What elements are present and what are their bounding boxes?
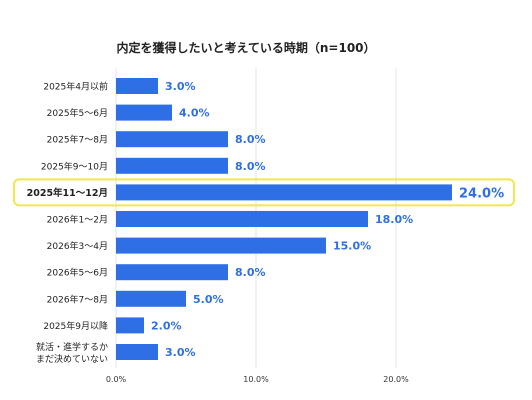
bar	[116, 78, 158, 94]
bar	[116, 131, 228, 148]
bars	[116, 78, 452, 360]
category-label: 2025年11〜12月	[27, 187, 108, 199]
chart-title: 内定を獲得したいと考えている時期（n=100）	[116, 40, 375, 55]
value-labels: 3.0% 4.0% 8.0% 8.0% 24.0% 18.0% 15.0% 8.0% 5.0% 2…	[151, 80, 504, 359]
value-label: 15.0%	[333, 240, 371, 253]
bar	[116, 290, 186, 307]
category-label: 就活・進学するかまだ決めていない	[36, 341, 108, 365]
value-label: 2.0%	[151, 319, 182, 332]
value-label: 5.0%	[193, 293, 224, 306]
x-axis-ticks: 0.0% 10.0% 20.0%	[106, 375, 409, 384]
bar	[116, 264, 228, 281]
category-labels: 2025年4月以前 2025年5〜6月 2025年7〜8月 2025年9〜10月 202…	[27, 81, 108, 366]
value-label: 4.0%	[179, 107, 210, 120]
value-label: 8.0%	[235, 133, 266, 146]
bar	[116, 237, 326, 254]
value-label: 8.0%	[235, 266, 266, 279]
category-label: 2026年5〜6月	[47, 267, 108, 279]
category-label: 2025年4月以前	[43, 81, 108, 93]
x-tick-label: 20.0%	[383, 375, 409, 384]
category-label: 2025年7〜8月	[47, 134, 108, 146]
bar	[116, 211, 368, 227]
category-label: 2026年3〜4月	[47, 240, 108, 252]
highlight-layer	[13, 178, 515, 207]
bar	[116, 104, 172, 121]
value-label: 18.0%	[375, 213, 413, 226]
value-label: 8.0%	[235, 160, 266, 173]
value-label: 3.0%	[165, 80, 196, 93]
highlight-box	[13, 178, 515, 207]
bar	[116, 157, 228, 174]
category-label: 2025年5〜6月	[47, 107, 108, 119]
category-label: 2025年9月以降	[43, 320, 108, 332]
x-tick-label: 0.0%	[106, 375, 127, 384]
bar	[116, 317, 144, 334]
bar	[116, 184, 452, 201]
value-label: 24.0%	[459, 186, 504, 201]
category-label: 2026年7〜8月	[47, 293, 108, 305]
bar	[116, 344, 158, 360]
category-label: 2026年1〜2月	[47, 214, 108, 226]
value-label: 3.0%	[165, 346, 196, 359]
x-tick-label: 10.0%	[243, 375, 269, 384]
category-label: 2025年9〜10月	[41, 160, 108, 172]
